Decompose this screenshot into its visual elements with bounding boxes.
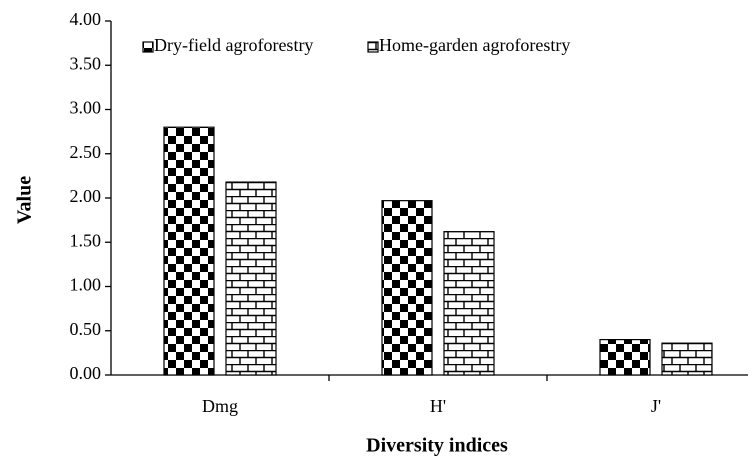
bar — [661, 342, 713, 376]
legend-label: Home-garden agroforestry — [379, 35, 570, 55]
legend-swatch — [142, 41, 154, 53]
y-tick-label: 4.00 — [70, 9, 102, 29]
legend-label: Dry-field agroforestry — [154, 35, 313, 55]
y-tick-label: 1.50 — [70, 230, 102, 250]
bar — [443, 231, 495, 376]
legend-swatch — [367, 41, 379, 53]
bar — [381, 200, 433, 376]
y-tick-label: 3.50 — [70, 53, 102, 73]
bar — [225, 181, 277, 376]
bar — [599, 339, 651, 376]
y-tick-label: 3.00 — [70, 98, 102, 118]
y-tick-label: 0.00 — [70, 363, 102, 383]
bar — [163, 126, 215, 376]
y-axis-title: Value — [14, 176, 36, 224]
y-tick-label: 2.50 — [70, 142, 102, 162]
x-tick-label: J' — [651, 396, 661, 416]
x-tick-label: H' — [430, 396, 446, 416]
y-tick-label: 2.00 — [70, 186, 102, 206]
y-tick-label: 1.00 — [70, 275, 102, 295]
y-tick-label: 0.50 — [70, 319, 102, 339]
x-axis-title: Diversity indices — [366, 435, 508, 457]
x-tick-label: Dmg — [202, 396, 238, 416]
